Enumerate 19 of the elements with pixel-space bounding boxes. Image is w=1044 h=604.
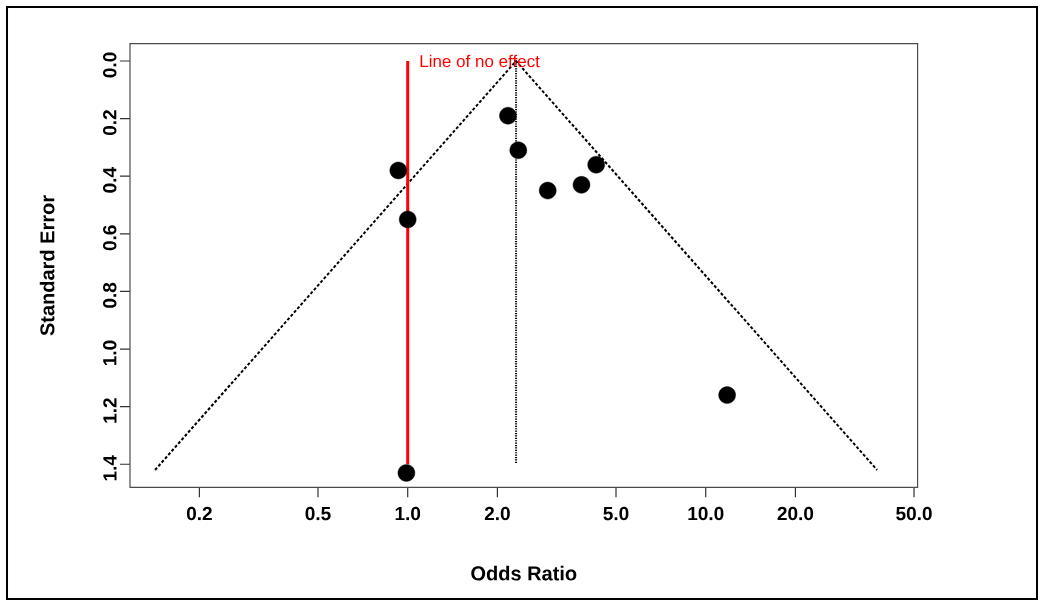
x-tick-label: 50.0 xyxy=(896,506,932,521)
x-tick-label: 1.0 xyxy=(395,506,421,521)
y-axis-title: Standard Error xyxy=(39,195,55,336)
y-tick-label: 1.0 xyxy=(103,340,117,366)
x-tick-label: 2.0 xyxy=(484,506,510,521)
x-tick-label: 0.2 xyxy=(186,506,212,521)
ref-line-label: Line of no effect xyxy=(420,54,540,68)
x-tick-label: 0.5 xyxy=(305,506,331,521)
y-tick-label: 0.8 xyxy=(103,282,117,308)
y-tick-label: 0.2 xyxy=(103,110,117,136)
x-tick-label: 5.0 xyxy=(603,506,629,521)
y-tick-label: 1.4 xyxy=(103,455,117,481)
y-tick-label: 0.6 xyxy=(103,225,117,251)
x-axis-title: Odds Ratio xyxy=(471,565,577,581)
x-tick-label: 20.0 xyxy=(777,506,814,521)
x-tick-label: 10.0 xyxy=(688,506,724,521)
y-tick-label: 0.0 xyxy=(103,52,117,78)
y-tick-label: 1.2 xyxy=(103,398,117,423)
y-tick-label: 0.4 xyxy=(103,167,117,193)
